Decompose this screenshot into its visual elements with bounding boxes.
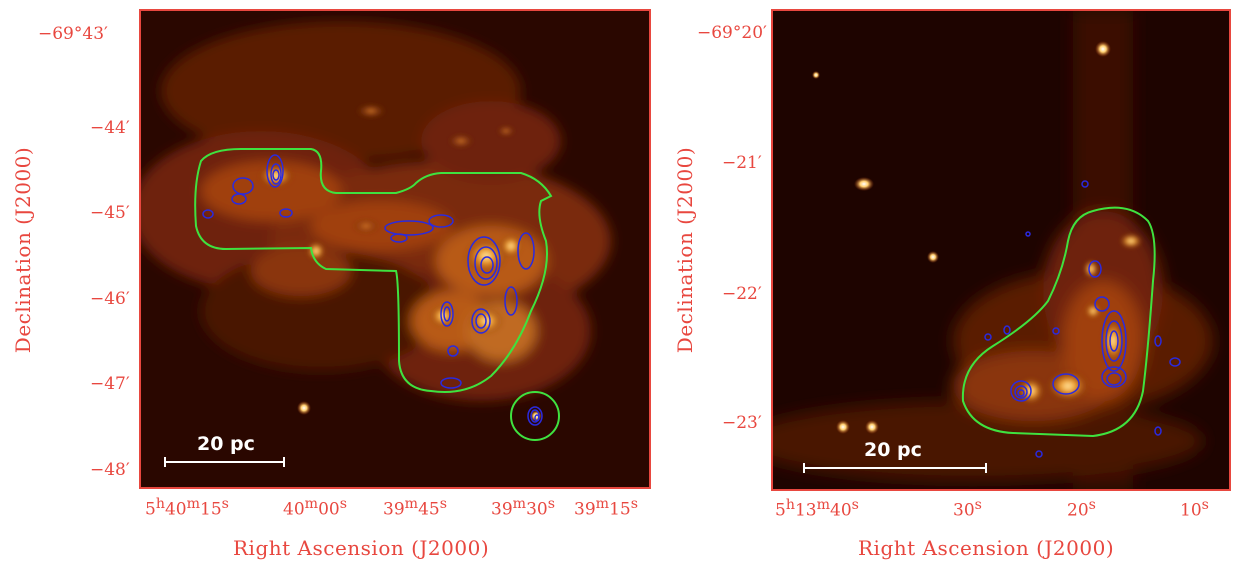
scale-bar xyxy=(803,463,987,473)
star xyxy=(836,420,850,434)
left-scale-bar-label: 20 pc xyxy=(197,433,255,455)
left-x-tick: 39m45s xyxy=(383,496,447,520)
left-image xyxy=(139,9,651,489)
region-outline xyxy=(961,206,1156,438)
left-y-tick: −48′ xyxy=(90,460,130,480)
star xyxy=(927,251,939,263)
right-scale-bar-label: 20 pc xyxy=(864,439,922,461)
left-x-tick: 39m30s xyxy=(491,496,555,520)
left-image-svg xyxy=(141,11,649,487)
radio-contours xyxy=(984,180,1181,458)
star xyxy=(854,177,874,191)
right-y-axis-title: Declination (J2000) xyxy=(673,146,697,354)
left-x-axis-title: Right Ascension (J2000) xyxy=(233,536,490,560)
right-image-svg xyxy=(773,11,1229,489)
scale-bar xyxy=(164,457,285,467)
right-x-tick: 20s xyxy=(1067,497,1096,521)
left-y-tick: −46′ xyxy=(90,289,130,309)
left-x-tick: 40m00s xyxy=(283,496,347,520)
right-x-tick: 30s xyxy=(953,497,982,521)
right-y-tick: −69°20′ xyxy=(697,23,767,43)
star xyxy=(297,401,311,415)
star xyxy=(812,71,820,79)
right-x-tick: 5h13m40s xyxy=(775,497,859,521)
left-y-tick: −45′ xyxy=(90,203,130,223)
nebula-emission xyxy=(141,21,611,401)
left-x-tick: 39m15s xyxy=(574,496,638,520)
star xyxy=(865,420,879,434)
left-y-axis-title: Declination (J2000) xyxy=(11,146,35,354)
right-y-tick: −21′ xyxy=(722,153,762,173)
right-x-axis-title: Right Ascension (J2000) xyxy=(858,536,1115,560)
left-x-tick: 5h40m15s xyxy=(145,496,229,520)
right-y-tick: −23′ xyxy=(722,413,762,433)
left-y-tick: −69°43′ xyxy=(38,24,108,44)
right-y-tick: −22′ xyxy=(722,284,762,304)
region-outline xyxy=(194,148,553,393)
radio-contours xyxy=(202,154,543,426)
right-image xyxy=(771,9,1231,491)
star xyxy=(1095,41,1111,57)
right-x-tick: 10s xyxy=(1180,497,1209,521)
left-y-tick: −47′ xyxy=(90,374,130,394)
region-outline-small xyxy=(510,391,560,441)
left-y-tick: −44′ xyxy=(90,118,130,138)
